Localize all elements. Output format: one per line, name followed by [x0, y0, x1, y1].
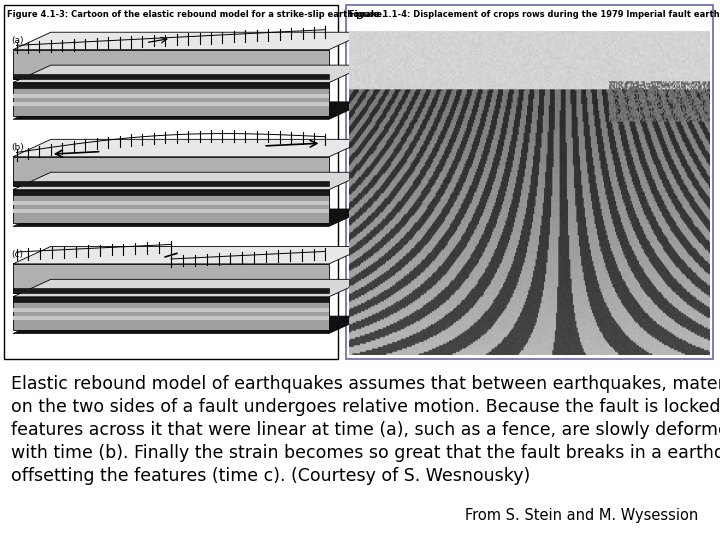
- Polygon shape: [13, 246, 367, 264]
- Polygon shape: [13, 102, 367, 119]
- Polygon shape: [13, 209, 367, 226]
- Bar: [13, 316, 329, 320]
- Polygon shape: [13, 190, 329, 195]
- Polygon shape: [13, 32, 367, 50]
- Text: From S. Stein and M. Wysession: From S. Stein and M. Wysession: [465, 508, 698, 523]
- Polygon shape: [13, 157, 329, 186]
- Polygon shape: [13, 50, 329, 79]
- Polygon shape: [13, 279, 367, 297]
- Polygon shape: [13, 288, 329, 293]
- Text: Figure 4.1-3: Cartoon of the elastic rebound model for a strike-slip earthquake.: Figure 4.1-3: Cartoon of the elastic reb…: [7, 10, 385, 19]
- Text: Figure 1.1-4: Displacement of crops rows during the 1979 Imperial fault earthqua: Figure 1.1-4: Displacement of crops rows…: [349, 10, 720, 19]
- Text: Elastic rebound model of earthquakes assumes that between earthquakes, material
: Elastic rebound model of earthquakes ass…: [11, 375, 720, 485]
- Bar: [13, 308, 329, 312]
- Text: (a): (a): [12, 36, 24, 45]
- Polygon shape: [13, 181, 329, 186]
- Polygon shape: [13, 139, 367, 157]
- Polygon shape: [13, 65, 367, 83]
- Bar: [13, 102, 329, 106]
- Polygon shape: [13, 172, 367, 190]
- Bar: [13, 201, 329, 205]
- Bar: [4, 5, 338, 359]
- Polygon shape: [13, 264, 329, 293]
- Polygon shape: [13, 190, 329, 223]
- Polygon shape: [13, 83, 329, 88]
- Bar: [13, 209, 329, 213]
- Bar: [346, 5, 713, 359]
- Text: (b): (b): [12, 143, 24, 152]
- Polygon shape: [13, 297, 329, 330]
- Polygon shape: [13, 73, 329, 79]
- Polygon shape: [13, 316, 367, 334]
- Polygon shape: [13, 297, 329, 302]
- Text: (c): (c): [12, 251, 24, 259]
- Polygon shape: [13, 83, 329, 116]
- Bar: [13, 93, 329, 98]
